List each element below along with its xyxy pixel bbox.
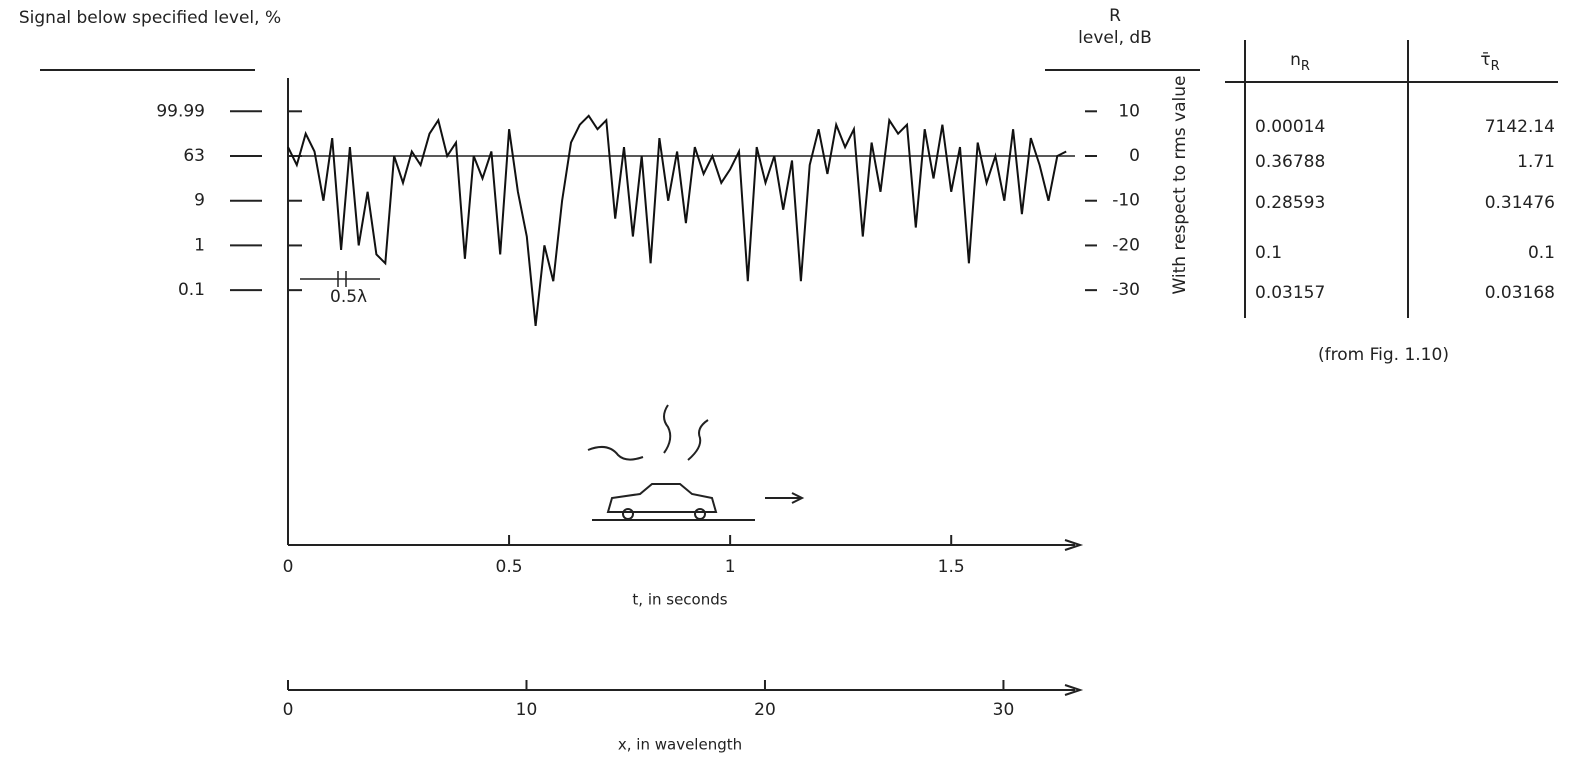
table-cell: 0.03157 <box>1255 283 1325 303</box>
x2-axis-title: x, in wavelength <box>618 736 742 754</box>
wave <box>663 404 672 454</box>
table-header: τ̄R <box>1480 50 1499 74</box>
car-body <box>606 483 718 513</box>
wave <box>587 445 644 461</box>
wave <box>687 419 709 461</box>
axis-arrow <box>1064 684 1084 696</box>
signal-line <box>287 114 1067 327</box>
x2-tick-label: 0 <box>283 700 294 720</box>
y-axis-title: Signal below specified level, % <box>19 8 281 28</box>
y2-tick-label: -30 <box>1112 280 1140 300</box>
x-axis-title: t, in seconds <box>632 591 727 609</box>
y-tick-label: 1 <box>194 235 205 255</box>
y-tick-label: 99.99 <box>156 101 205 121</box>
y2-axis-title-top: R <box>1109 6 1121 26</box>
y-tick-label: 9 <box>194 191 205 211</box>
x-tick-label: 0.5 <box>496 557 523 577</box>
x-tick-label: 0 <box>283 557 294 577</box>
table-cell: 0.36788 <box>1255 152 1325 172</box>
header-subscript: R <box>1301 59 1310 74</box>
annotation: 0.5λ <box>330 287 367 307</box>
y2-note: With respect to rms value <box>1170 75 1190 294</box>
x2-tick-label: 20 <box>754 700 776 720</box>
x2-tick-label: 30 <box>993 700 1015 720</box>
y-tick-label: 0.1 <box>178 280 205 300</box>
table-header: nR <box>1290 50 1310 74</box>
y2-tick-label: -20 <box>1112 235 1140 255</box>
y2-tick-label: 0 <box>1129 146 1140 166</box>
table-cell: 0.28593 <box>1255 193 1325 213</box>
header-symbol: τ̄ <box>1480 50 1490 70</box>
header-subscript: R <box>1491 59 1500 74</box>
table-cell: 0.31476 <box>1485 193 1555 213</box>
y-axis-title-text: Signal below specified level, % <box>19 8 281 28</box>
y2-tick-label: 10 <box>1118 101 1140 121</box>
table-note: (from Fig. 1.10) <box>1318 345 1449 365</box>
y2-tick-label: -10 <box>1112 191 1140 211</box>
x-tick-label: 1 <box>725 557 736 577</box>
table-cell: 7142.14 <box>1485 117 1555 137</box>
x2-tick-label: 10 <box>516 700 538 720</box>
header-symbol: n <box>1290 50 1301 70</box>
car-illustration <box>587 404 805 521</box>
y-tick-label: 63 <box>183 146 205 166</box>
table-cell: 0.03168 <box>1485 283 1555 303</box>
wheel <box>622 508 634 520</box>
table-cell: 0.1 <box>1255 243 1282 263</box>
wheel <box>694 508 706 520</box>
table-cell: 1.71 <box>1517 152 1555 172</box>
y2-axis-title: level, dB <box>1078 28 1152 48</box>
table-cell: 0.00014 <box>1255 117 1325 137</box>
direction-arrow <box>765 492 805 504</box>
axis-arrow <box>1064 539 1084 551</box>
x-tick-label: 1.5 <box>938 557 965 577</box>
table-cell: 0.1 <box>1528 243 1555 263</box>
